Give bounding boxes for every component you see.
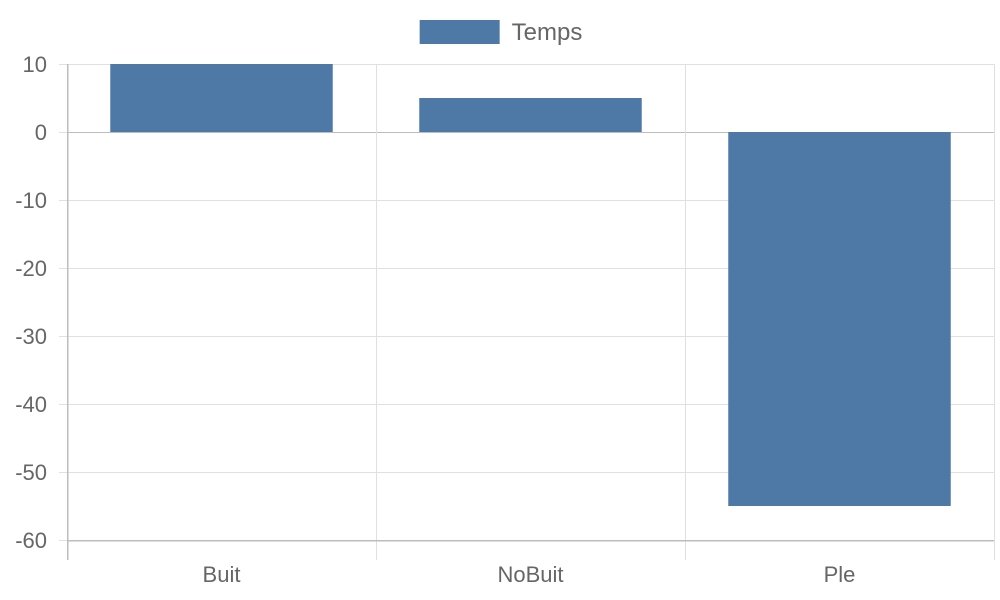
bar-buit[interactable] (110, 64, 333, 132)
legend[interactable]: Temps (419, 19, 583, 46)
y-tick-label: -30 (15, 324, 47, 349)
y-tick-label: 10 (23, 52, 47, 77)
legend-swatch[interactable] (419, 20, 500, 44)
x-tick-label: Ple (824, 562, 856, 587)
y-tick-label: -50 (15, 460, 47, 485)
y-tick-label: -60 (15, 528, 47, 553)
legend-label-temps[interactable]: Temps (512, 19, 583, 46)
axes: 10 0 -10 -20 -30 -40 -50 -60 Buit NoBuit Ple (15, 52, 994, 587)
y-tick-label: -10 (15, 188, 47, 213)
y-tick-label: 0 (35, 120, 47, 145)
bar-ple[interactable] (728, 132, 951, 506)
bar-nobuit[interactable] (419, 98, 642, 132)
y-tick-label: -20 (15, 256, 47, 281)
x-tick-label: Buit (203, 562, 241, 587)
y-tick-label: -40 (15, 392, 47, 417)
x-tick-label: NoBuit (497, 562, 563, 587)
bars (110, 64, 951, 506)
